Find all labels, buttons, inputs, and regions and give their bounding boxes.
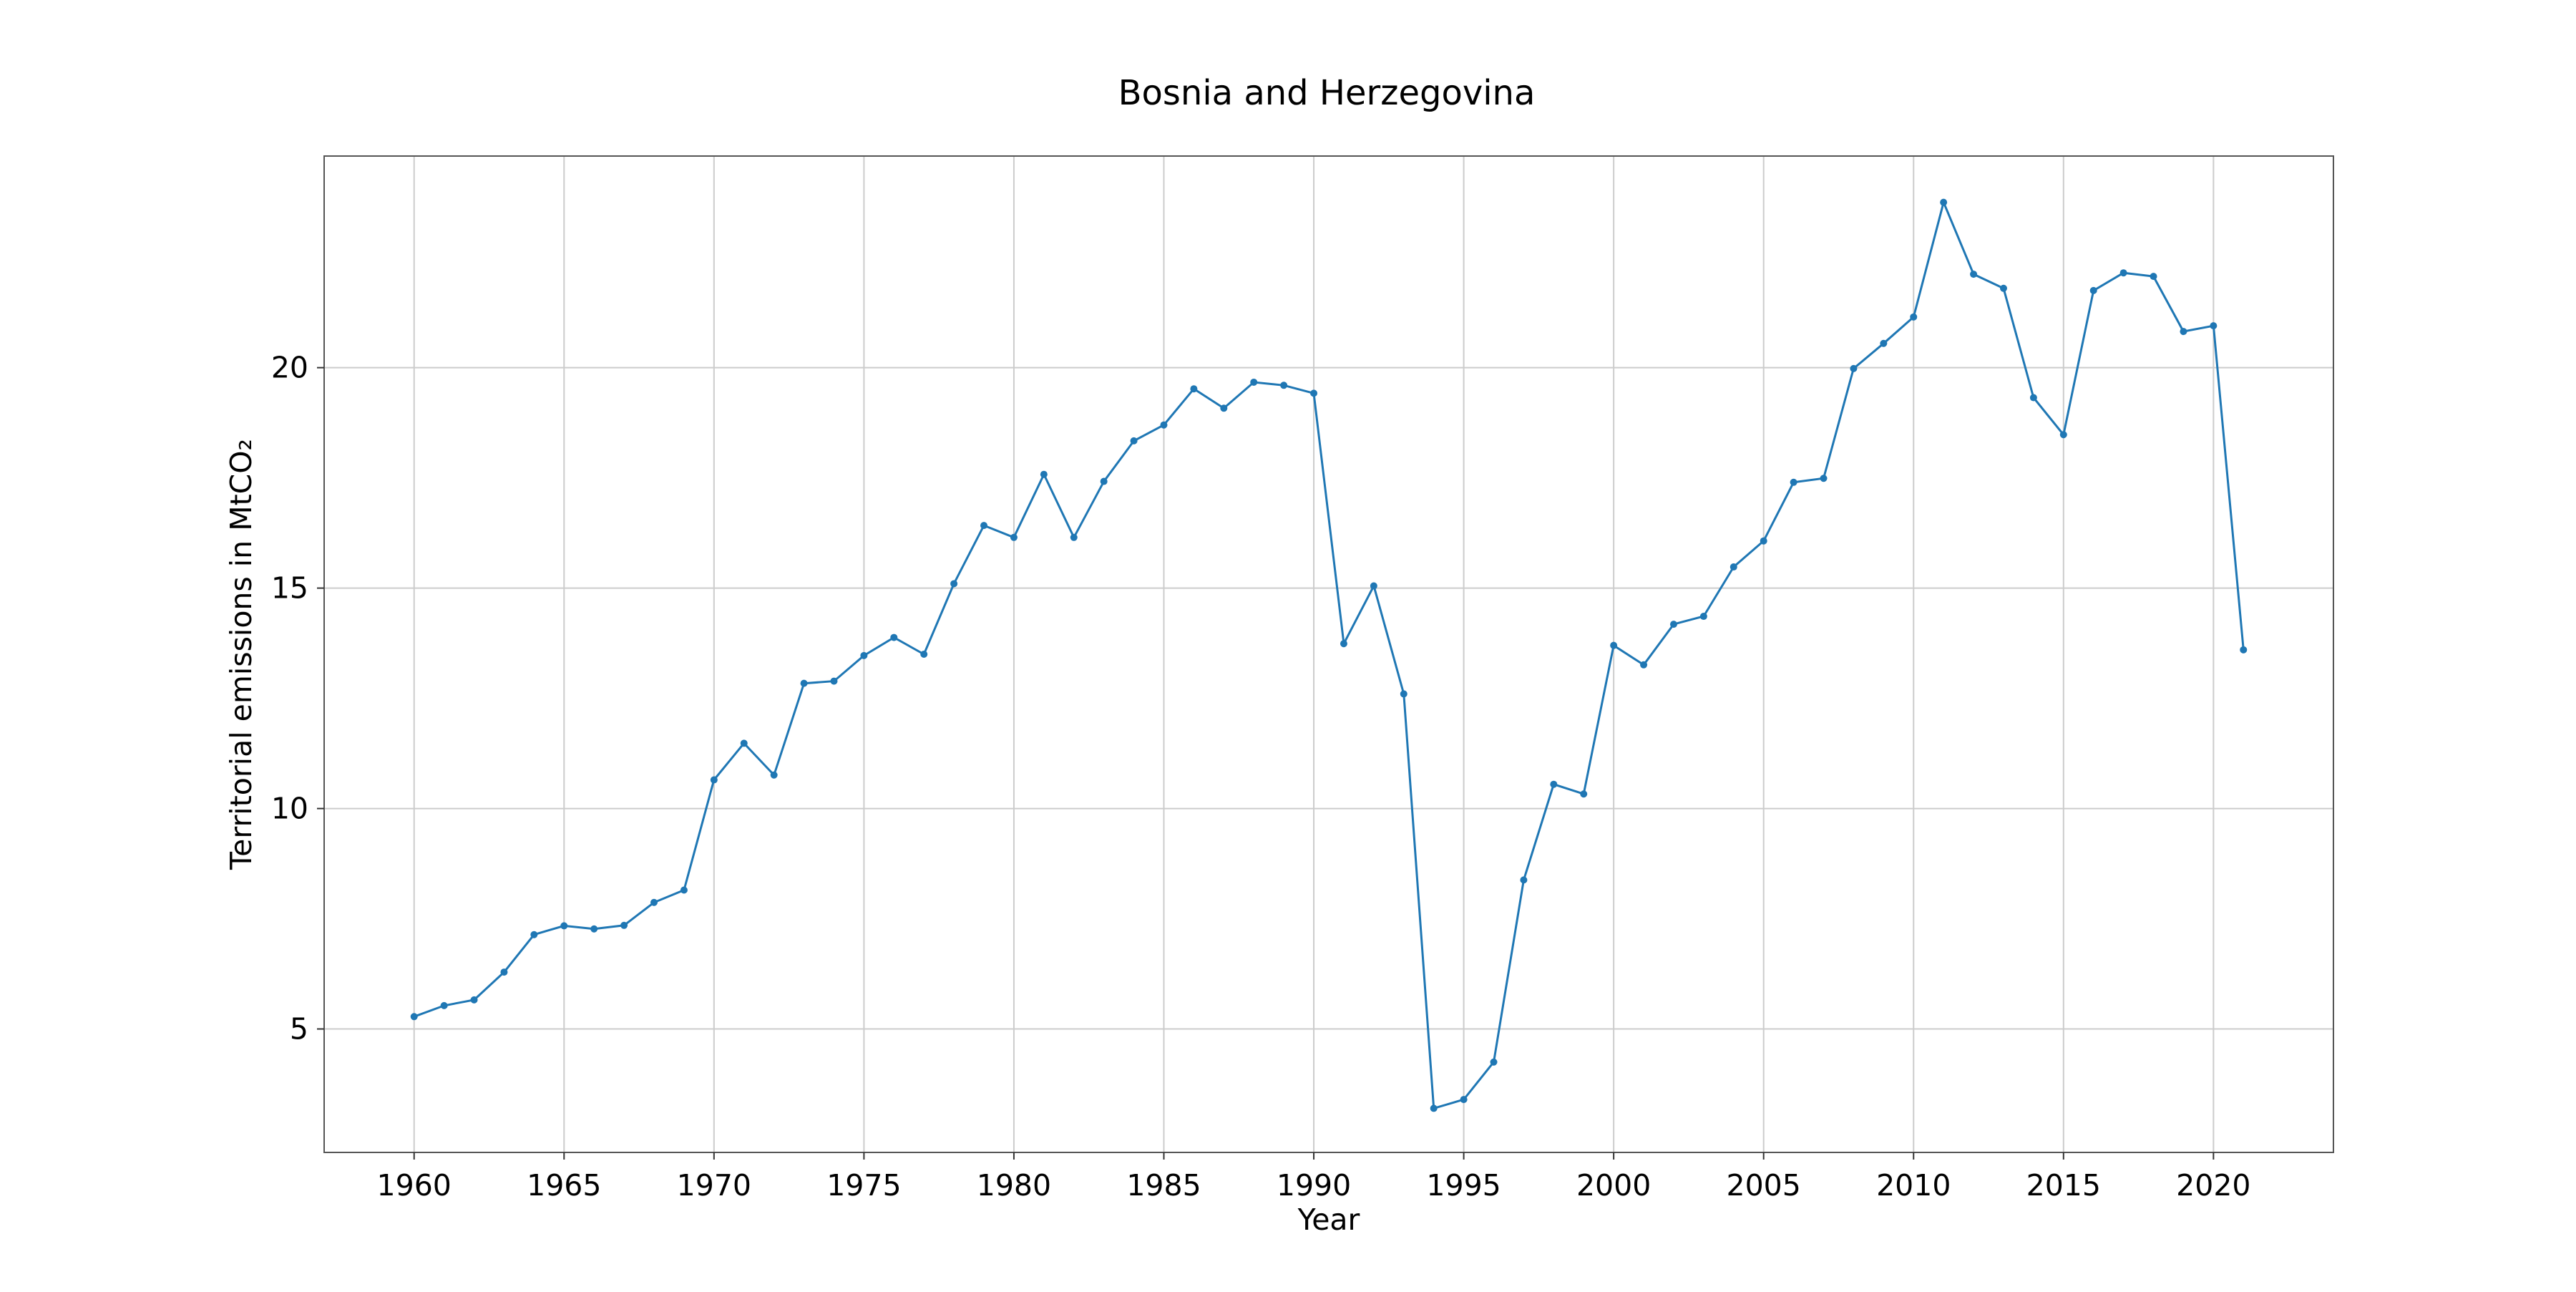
data-point [1130, 437, 1138, 445]
data-point [1850, 364, 1858, 372]
data-point [1280, 382, 1288, 389]
data-point [1729, 563, 1737, 571]
x-tick-label: 1960 [377, 1168, 452, 1203]
data-point [1250, 378, 1258, 386]
data-point [1010, 533, 1018, 541]
data-point [440, 1001, 448, 1009]
x-tick-label: 1975 [826, 1168, 901, 1203]
data-point [1790, 478, 1797, 486]
data-point [890, 633, 898, 641]
data-point [1310, 389, 1318, 397]
data-point [1910, 313, 1918, 321]
x-tick-label: 1995 [1426, 1168, 1501, 1203]
data-point [1190, 385, 1198, 393]
plot-frame [323, 155, 2334, 1153]
y-axis-label: Territorial emissions in MtCO₂ [224, 439, 258, 870]
data-point [740, 739, 748, 747]
x-tick-label: 1985 [1126, 1168, 1201, 1203]
data-point [410, 1013, 418, 1021]
data-point [1970, 271, 1978, 278]
data-point [1070, 533, 1078, 541]
data-point [1460, 1096, 1468, 1104]
data-point [920, 651, 928, 658]
data-point [2089, 286, 2097, 294]
data-point [1699, 613, 1707, 621]
x-axis-label: Year [1297, 1203, 1360, 1237]
data-point [860, 651, 868, 659]
data-point [500, 968, 508, 976]
data-point [1640, 661, 1648, 669]
data-point [800, 679, 808, 687]
data-point [1940, 198, 1948, 206]
data-point [1669, 621, 1677, 628]
x-tick-label: 2005 [1727, 1168, 1801, 1203]
data-point [650, 898, 658, 906]
x-tick-label: 2000 [1576, 1168, 1651, 1203]
data-point [1520, 876, 1528, 884]
x-tick-label: 1980 [977, 1168, 1051, 1203]
data-point [1880, 339, 1888, 347]
data-point [530, 931, 538, 938]
data-point [2059, 431, 2067, 439]
data-point [980, 522, 988, 530]
data-point [680, 886, 688, 894]
data-point [2240, 646, 2248, 654]
data-point [1430, 1104, 1438, 1112]
x-tick-label: 1990 [1277, 1168, 1351, 1203]
y-tick-label: 5 [290, 1012, 308, 1046]
data-point [1760, 537, 1767, 545]
x-tick-label: 1970 [677, 1168, 751, 1203]
data-point [1820, 475, 1828, 482]
x-tick-label: 2015 [2026, 1168, 2101, 1203]
data-point [950, 580, 958, 588]
series-layer [410, 198, 2248, 1112]
y-tick-label: 10 [271, 792, 308, 826]
data-point [710, 776, 718, 784]
data-point [1370, 582, 1377, 590]
data-point [1340, 640, 1347, 648]
data-point [560, 922, 568, 930]
data-point [2180, 328, 2187, 336]
y-tick-label: 15 [271, 571, 308, 606]
data-point [1160, 421, 1168, 429]
grid-layer [324, 156, 2333, 1152]
data-point [1999, 284, 2007, 292]
y-tick-label: 20 [271, 351, 308, 385]
data-point [1580, 790, 1588, 798]
data-point [770, 771, 778, 779]
tick-layer: 1960 1965 1970 1975 1980 1985 1990 1995 2000 2005… [271, 351, 2251, 1203]
data-point [1400, 690, 1407, 698]
data-point [1040, 470, 1048, 478]
series-line [414, 199, 2245, 1110]
data-point [1220, 404, 1228, 412]
data-point [1610, 641, 1618, 649]
data-point [1100, 477, 1108, 485]
chart-title: Bosnia and Herzegovina [1118, 73, 1536, 113]
x-tick-label: 1965 [527, 1168, 601, 1203]
x-tick-label: 2020 [2176, 1168, 2250, 1203]
data-point [1550, 780, 1558, 788]
x-tick-label: 2010 [1876, 1168, 1951, 1203]
data-point [2029, 394, 2037, 402]
data-point [620, 921, 628, 929]
data-point [2119, 269, 2127, 277]
data-point [830, 677, 838, 685]
data-point [2210, 322, 2218, 330]
data-point [1490, 1058, 1498, 1066]
data-point [590, 925, 598, 933]
data-point [2150, 273, 2157, 281]
data-point [470, 996, 478, 1004]
